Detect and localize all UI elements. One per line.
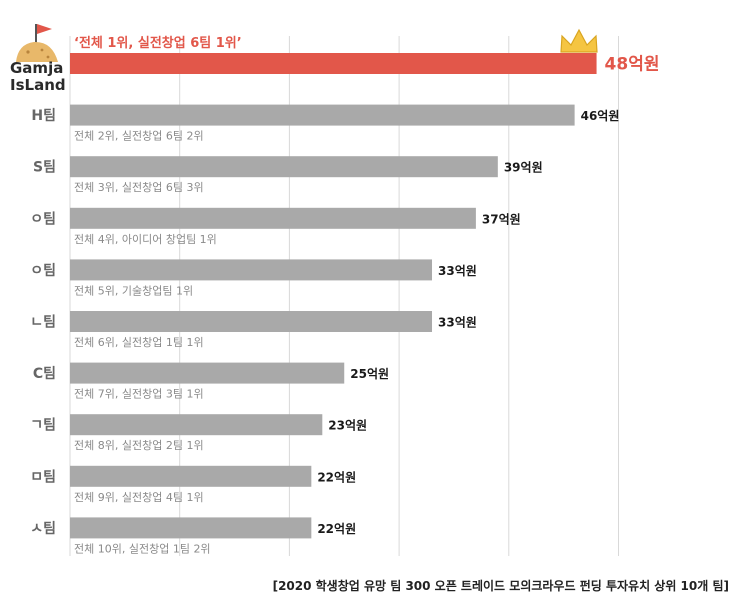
annotation: 전체 8위, 실전창업 2팀 1위 [74,439,204,452]
gamja-island-logo [16,24,58,62]
tick-label: ㄱ팀 [30,418,56,434]
footnote: [2020 학생창업 유망 팀 300 오픈 트레이드 모의크라우드 펀딩 투자… [272,579,729,593]
tick-label: C팀 [33,366,56,382]
tick-label: ㅇ팀 [30,263,56,279]
value-label: 39억원 [504,161,543,175]
bar [70,156,498,178]
annotation: 전체 9위, 실전창업 4팀 1위 [74,491,204,504]
tick-label: ㅇ팀 [30,211,56,227]
value-label: 33억원 [438,316,477,330]
value-label: 48억원 [605,55,660,75]
logo-text: Gamja IsLand [10,60,66,94]
bar [70,207,476,229]
annotation: 전체 6위, 실전창업 1팀 1위 [74,336,204,349]
bar [70,362,345,384]
annotation: ‘전체 1위, 실전창업 6팀 1위’ [74,35,242,51]
crown-icon [560,28,598,53]
value-label: 22억원 [317,522,356,536]
bar [70,465,312,487]
value-label: 37억원 [482,212,521,226]
annotation: 전체 10위, 실전창업 1팀 2위 [74,542,211,555]
tick-label: ㅅ팀 [30,521,56,537]
bar [70,517,312,539]
tick-label: ㅁ팀 [30,469,56,485]
tick-label: ㄴ팀 [30,315,56,331]
tick-label: S팀 [33,160,56,176]
value-label: 25억원 [350,367,389,381]
annotation: 전체 4위, 아이디어 창업팀 1위 [74,233,217,246]
annotation: 전체 5위, 기술창업팀 1위 [74,284,193,297]
annotation: 전체 7위, 실전창업 3팀 1위 [74,388,204,401]
value-label: 33억원 [438,264,477,278]
bar [70,104,575,126]
flag-icon [35,24,52,44]
value-label: 23억원 [328,419,367,433]
annotation: 전체 2위, 실전창업 6팀 2위 [74,130,204,143]
logo-line-2: IsLand [10,76,66,94]
tick-label: H팀 [31,108,56,124]
annotation: 전체 3위, 실전창업 6팀 3위 [74,181,204,194]
bar [70,414,323,436]
bar [70,311,433,332]
bar [70,259,433,281]
value-label: 22억원 [317,470,356,484]
bar [70,53,597,74]
logo-line-1: Gamja [10,59,64,77]
value-label: 46억원 [581,109,620,123]
